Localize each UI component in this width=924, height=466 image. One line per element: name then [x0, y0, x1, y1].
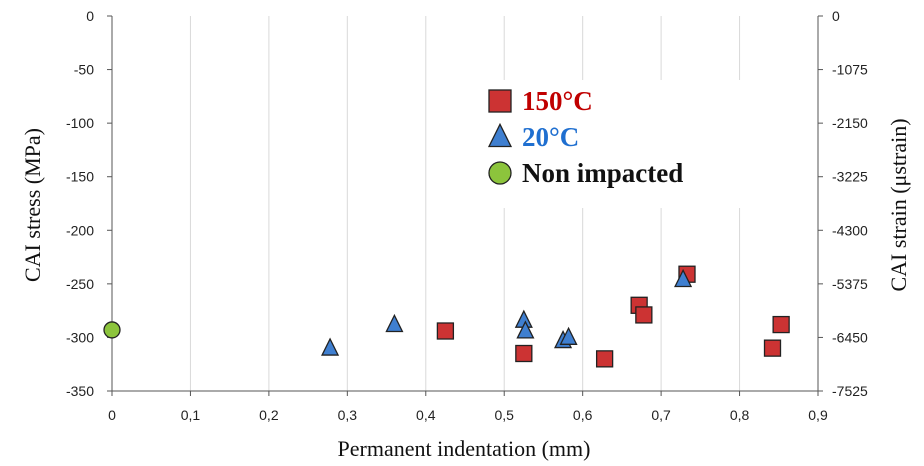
y-tick-label: -250 [66, 276, 94, 292]
y2-tick-label: -6450 [832, 329, 868, 345]
x-axis-title: Permanent indentation (mm) [338, 436, 591, 461]
legend-triangle-icon [487, 122, 513, 148]
square-point [515, 344, 533, 363]
y-tick-label: -350 [66, 383, 94, 399]
x-tick-label: 0,9 [808, 407, 828, 423]
square-point [595, 350, 614, 368]
y2-tick-label: -2150 [832, 115, 868, 131]
y2-axis-title: CAI strain (μstrain) [886, 118, 911, 291]
square-point [436, 322, 455, 340]
triangle-point [559, 326, 578, 345]
triangle-point [516, 320, 535, 339]
y-tick-label: -200 [66, 222, 94, 238]
y2-tick-label: -5375 [832, 276, 868, 292]
x-tick-label: 0,3 [338, 407, 358, 423]
data-points [103, 265, 790, 368]
legend-square-icon [488, 89, 512, 113]
y-tick-label: -150 [66, 169, 94, 185]
y2-tick-label: -3225 [832, 169, 868, 185]
y2-tick-labels: 0 -1075 -2150 -3225 -4300 -5375 -6450 -7525 [832, 8, 868, 399]
x-tick-label: 0,5 [494, 407, 514, 423]
x-tick-label: 0,4 [416, 407, 436, 423]
legend-circle-icon [488, 161, 512, 185]
legend: 150°C 20°C Non impacted [476, 80, 788, 208]
y-tick-label: -300 [66, 329, 94, 345]
triangle-point [321, 337, 340, 356]
x-tick-label: 0 [108, 407, 116, 423]
circle-point [103, 321, 121, 339]
square-point [635, 306, 653, 324]
y-axis-title: CAI stress (MPa) [20, 128, 45, 282]
x-tick-label: 0,6 [573, 407, 593, 423]
y2-tick-label: -4300 [832, 222, 868, 238]
y2-tick-label: -7525 [832, 383, 868, 399]
y2-tick-label: -1075 [832, 62, 868, 78]
y-tick-labels: 0 -50 -100 -150 -200 -250 -300 -350 [66, 8, 94, 399]
y-tick-label: -50 [74, 62, 94, 78]
y-tick-label: -100 [66, 115, 94, 131]
x-tick-label: 0,1 [181, 407, 201, 423]
legend-background [476, 80, 788, 208]
x-tick-label: 0,2 [259, 407, 279, 423]
x-tick-label: 0,7 [651, 407, 671, 423]
x-tick-label: 0,8 [730, 407, 750, 423]
triangle-point [674, 268, 693, 288]
x-tick-labels: 0 0,1 0,2 0,3 0,4 0,5 0,6 0,7 0,8 0,9 [108, 407, 828, 423]
y2-tick-label: 0 [832, 8, 840, 24]
triangle-point [385, 313, 404, 333]
legend-label: Non impacted [522, 158, 683, 188]
legend-label: 20°C [522, 122, 579, 152]
square-point [763, 339, 782, 357]
square-point [772, 315, 790, 334]
y-tick-label: 0 [86, 8, 94, 24]
legend-label: 150°C [522, 86, 593, 116]
